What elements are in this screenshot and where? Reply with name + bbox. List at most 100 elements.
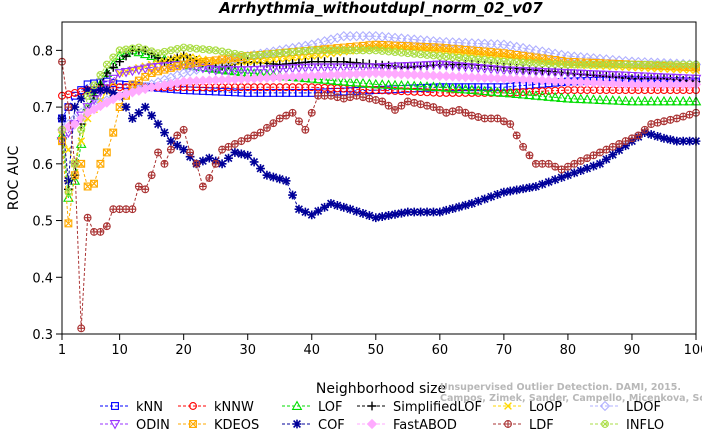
data-point: [672, 136, 682, 146]
data-point: [532, 56, 540, 65]
data-point: [281, 176, 291, 186]
data-point: [359, 93, 367, 102]
data-point: [505, 73, 516, 85]
data-point: [453, 37, 465, 48]
data-point: [428, 36, 439, 47]
data-point: [442, 52, 451, 61]
legend-label: LDOF: [626, 400, 661, 415]
series-odin: [56, 60, 702, 147]
data-point: [90, 81, 98, 90]
data-point: [601, 154, 611, 164]
data-point: [460, 71, 471, 83]
y-axis: 0.3 0.4 0.5 0.6 0.7 0.8: [32, 44, 62, 343]
data-point: [498, 73, 510, 84]
data-point: [530, 67, 542, 78]
x-tick-label: 30: [239, 343, 256, 358]
data-point: [466, 63, 478, 73]
data-point: [383, 79, 394, 89]
data-point: [108, 93, 119, 105]
data-point: [460, 83, 471, 94]
data-point: [575, 93, 587, 104]
data-point: [621, 137, 630, 145]
data-point: [256, 128, 265, 137]
data-point: [332, 63, 343, 73]
data-point: [543, 91, 555, 101]
data-point: [549, 75, 561, 87]
data-point: [389, 79, 401, 90]
data-point: [229, 66, 241, 76]
data-point: [77, 159, 86, 168]
data-point: [467, 199, 477, 208]
data-point: [352, 91, 361, 100]
data-point: [383, 68, 394, 79]
data-point: [377, 212, 387, 221]
data-point: [562, 50, 574, 62]
data-point: [314, 46, 323, 55]
data-point: [537, 179, 547, 189]
data-point: [504, 420, 512, 428]
data-point: [581, 69, 593, 80]
data-point: [570, 159, 579, 168]
data-point: [447, 82, 458, 93]
data-point: [83, 213, 92, 222]
data-point: [626, 95, 638, 106]
data-point: [172, 140, 182, 150]
data-point: [524, 89, 535, 100]
data-point: [421, 35, 433, 46]
x-tick-label: 40: [303, 343, 320, 358]
data-point: [557, 165, 566, 174]
data-point: [288, 48, 297, 56]
data-point: [556, 92, 567, 102]
data-point: [581, 77, 593, 88]
chart-title: Arrhythmia_withoutdupl_norm_02_v07: [218, 0, 543, 17]
y-tick-label: 0.5: [32, 215, 53, 230]
data-point: [261, 65, 273, 75]
legend-label: kNNW: [214, 400, 254, 415]
data-point: [543, 75, 554, 86]
data-point: [428, 60, 439, 71]
data-point: [102, 85, 112, 95]
data-point: [569, 76, 580, 88]
y-tick-label: 0.7: [32, 101, 53, 116]
data-point: [607, 71, 619, 81]
data-point: [588, 77, 599, 88]
data-point: [518, 184, 528, 194]
data-point: [282, 111, 291, 120]
data-point: [160, 65, 169, 74]
data-point: [160, 159, 169, 168]
data-point: [672, 114, 681, 123]
data-point: [370, 63, 382, 73]
data-point: [389, 68, 401, 80]
data-point: [326, 199, 336, 208]
data-point: [429, 207, 438, 217]
data-point: [141, 185, 150, 194]
data-point: [383, 62, 394, 73]
data-point: [179, 125, 188, 134]
data-point: [531, 182, 541, 191]
data-point: [453, 62, 465, 72]
data-point: [370, 31, 381, 42]
data-point: [346, 46, 355, 55]
data-point: [410, 98, 419, 107]
data-point: [422, 207, 432, 217]
data-point: [549, 48, 561, 59]
data-point: [568, 93, 580, 103]
data-point: [415, 80, 426, 91]
data-point: [660, 117, 668, 126]
data-point: [685, 136, 694, 146]
legend-label: INFLO: [626, 418, 664, 433]
data-point: [192, 58, 201, 67]
data-point: [218, 55, 227, 64]
data-point: [230, 140, 239, 148]
data-point: [139, 64, 151, 75]
data-point: [653, 60, 662, 69]
data-point: [537, 75, 548, 86]
data-point: [647, 120, 656, 128]
data-point: [607, 95, 619, 105]
data-point: [384, 101, 393, 110]
legend-item-simplifiedlof: SimplifiedLOF: [357, 400, 482, 415]
data-point: [429, 103, 438, 111]
data-point: [517, 67, 529, 77]
data-point: [658, 73, 670, 83]
data-point: [396, 69, 407, 80]
